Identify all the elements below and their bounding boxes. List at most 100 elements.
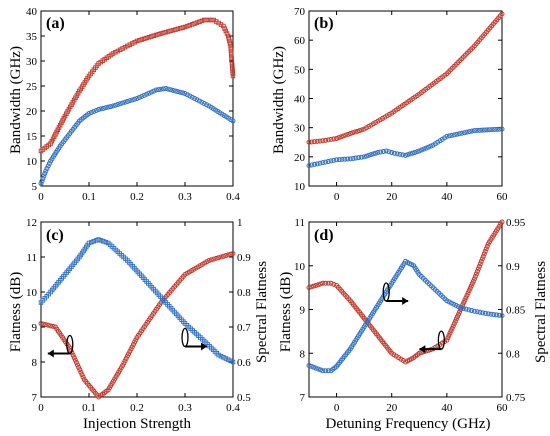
panel-a-point	[201, 101, 207, 106]
panel-b-point	[499, 11, 505, 17]
panel-d-point	[331, 281, 337, 287]
panel-a-point	[132, 40, 137, 45]
panel-a-point	[227, 41, 233, 46]
panel-b-point	[338, 134, 344, 140]
panel-b-point	[479, 127, 485, 133]
panel-b-point	[306, 139, 312, 145]
panel-d-point	[478, 258, 484, 264]
panel-a-point	[129, 97, 135, 103]
panel-c-point	[98, 238, 104, 243]
panel-c-point	[96, 237, 101, 242]
panel-b-ytick-label: 60	[294, 35, 306, 47]
panel-d-point	[479, 256, 485, 262]
panel-a-point	[153, 87, 159, 93]
panel-b-point	[484, 127, 490, 133]
panel-c-point	[216, 352, 221, 358]
panel-b-point	[446, 133, 452, 139]
panel-d-point	[317, 281, 323, 287]
panel-b-point	[494, 126, 500, 132]
panel-b-xtick-label: 60	[497, 191, 509, 203]
panel-d-point	[308, 363, 314, 369]
panel-a-point	[229, 56, 234, 61]
panel-d-y2tick-label: 0.85	[506, 305, 526, 317]
panel-d-point	[315, 366, 321, 372]
panel-d-point	[311, 364, 317, 370]
panel-c-ytick-label: 12	[26, 217, 37, 229]
panel-d-point	[462, 297, 468, 303]
panel-c-label: (c)	[46, 227, 64, 244]
panel-b-point	[325, 137, 331, 143]
panel-d-axis-arrow-right	[382, 282, 409, 305]
panel-a-point	[228, 46, 234, 51]
panel-c-point	[75, 362, 81, 368]
panel-b-point	[423, 145, 429, 151]
panel-b-ytick-label: 20	[294, 152, 306, 164]
panel-d-point	[460, 305, 466, 311]
panel-c-point	[93, 238, 99, 243]
panel-b-point	[378, 149, 384, 155]
panel-b-point	[345, 131, 351, 137]
panel-a-point	[112, 102, 118, 108]
panel-a-point	[146, 90, 152, 96]
panel-a-point	[180, 25, 185, 30]
panel-a-point	[132, 96, 138, 102]
panel-d-point	[469, 281, 475, 287]
panel-d-point	[317, 367, 323, 373]
panel-a-point	[54, 129, 59, 135]
panel-b-series-red	[306, 11, 505, 145]
panel-a-point	[41, 173, 47, 179]
panel-d-point	[471, 276, 477, 282]
panel-d-point	[308, 284, 314, 290]
panel-b-point	[403, 152, 408, 158]
panel-a-point	[129, 41, 135, 46]
panel-a-point	[225, 33, 231, 39]
panel-c-y2tick-label: 0.9	[237, 252, 251, 264]
panel-b-point	[328, 136, 334, 142]
panel-a-point	[165, 86, 171, 92]
panel-c-point	[225, 252, 231, 258]
panel-a-point	[51, 134, 57, 139]
panel-c-point	[103, 239, 109, 245]
panel-a-point	[158, 86, 164, 92]
panel-d-point	[458, 305, 464, 311]
panel-b-point	[352, 129, 358, 135]
panel-c-y2tick-label: 0.6	[237, 357, 251, 369]
panel-b-point	[312, 161, 318, 167]
panel-a-point	[49, 138, 55, 144]
panel-c-point	[79, 372, 85, 378]
panel-c-ytick-label: 11	[26, 252, 37, 264]
panel-c-point	[221, 355, 226, 360]
panel-b-point	[314, 138, 320, 144]
panel-d-point	[499, 313, 505, 319]
panel-c-point	[218, 254, 224, 260]
panel-a-point	[88, 110, 94, 115]
panel-d-point	[320, 280, 326, 286]
panel-a-point	[103, 105, 109, 111]
panel-c-point	[43, 322, 49, 328]
panel-a-point	[117, 101, 123, 107]
panel-b-point	[400, 152, 406, 158]
panel-d-point	[416, 350, 422, 356]
panel-d-point	[453, 316, 459, 322]
panel-a-ytick-label: 40	[26, 6, 38, 18]
panel-c-point	[78, 369, 84, 375]
panel-b-point	[336, 135, 342, 141]
panel-a-axes-frame	[40, 10, 234, 187]
panel-b-xtick-label: 40	[441, 191, 453, 203]
panel-d-series-blue	[306, 258, 505, 374]
panel-b-ytick-label: 50	[294, 64, 306, 76]
panel-a-point	[53, 132, 58, 137]
panel-b-point	[334, 135, 340, 141]
panel-d-point	[306, 285, 312, 291]
panel-a-point	[177, 26, 183, 31]
panel-a-point	[221, 23, 226, 29]
panel-d-xtick-label: 60	[497, 402, 509, 414]
panel-c-point	[223, 356, 229, 361]
panel-b-point	[474, 127, 480, 133]
panel-d-point	[328, 280, 334, 286]
panel-b-point	[471, 128, 477, 134]
panel-a-point	[189, 94, 195, 100]
panel-b-point	[353, 155, 359, 161]
panel-a-series-red	[38, 17, 236, 154]
panel-b-point	[340, 133, 346, 139]
